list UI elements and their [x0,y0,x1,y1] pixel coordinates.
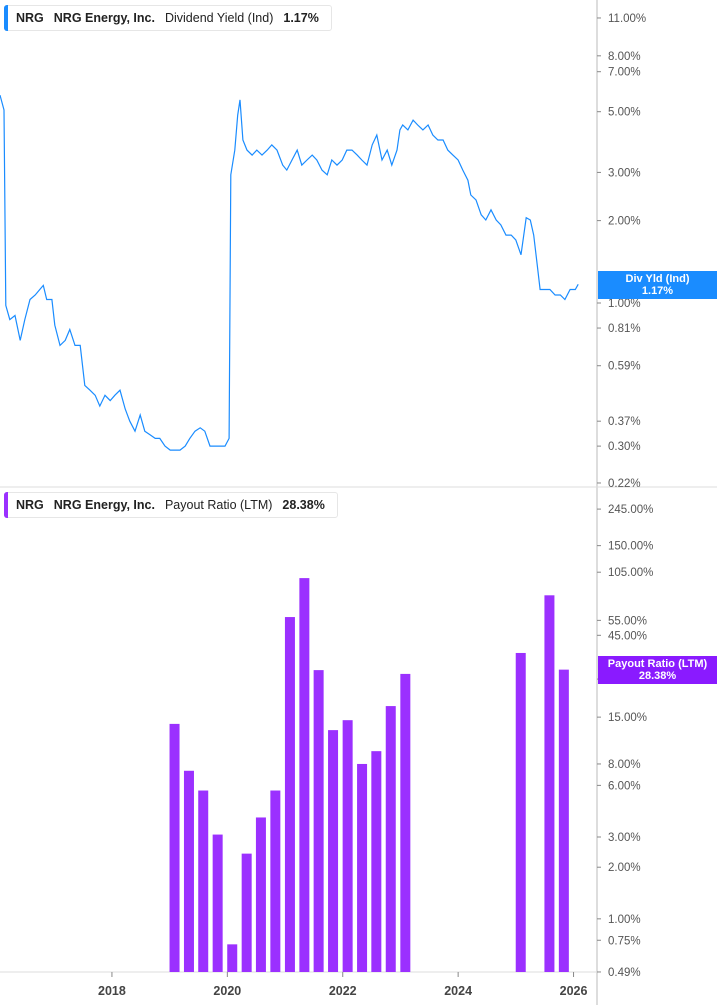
payout-bar [270,790,281,972]
payout-bar [198,790,209,972]
tag-label: Payout Ratio (LTM) [607,658,708,670]
y-tick-label: 1.00% [608,298,641,310]
company-name: NRG Energy, Inc. [53,498,155,512]
metric-value: 28.38% [282,498,325,512]
top-legend: NRG NRG Energy, Inc. Dividend Yield (Ind… [4,5,332,31]
current-payout-tag: Payout Ratio (LTM) 28.38% [598,656,717,684]
y-tick-label: 7.00% [608,67,641,79]
payout-bar [328,730,339,972]
y-tick-label: 0.22% [608,478,641,490]
y-tick-label: 105.00% [608,567,653,579]
tag-value: 28.38% [638,670,677,682]
y-tick-label: 6.00% [608,780,641,792]
y-tick-label: 2.00% [608,216,641,228]
payout-bar [385,706,396,972]
y-tick-label: 3.00% [608,832,641,844]
y-tick-label: 5.00% [608,107,641,119]
payout-bar [400,673,411,972]
y-tick-label: 0.30% [608,441,641,453]
payout-bar [169,723,180,972]
y-tick-label: 2.00% [608,862,641,874]
payout-bar [227,944,238,972]
y-tick-label: 45.00% [608,630,647,642]
y-tick-label: 0.49% [608,967,641,979]
payout-bar [284,617,295,972]
y-tick-label: 15.00% [608,712,647,724]
y-tick-label: 0.59% [608,361,641,373]
series-color-swatch [4,492,8,518]
y-tick-label: 0.81% [608,323,641,335]
series-color-swatch [4,5,8,31]
y-tick-label: 245.00% [608,504,653,516]
payout-bar [342,720,353,972]
y-tick-label: 150.00% [608,541,653,553]
dividend-yield-line [0,94,579,451]
payout-bar [515,652,526,972]
y-tick-label: 55.00% [608,615,647,627]
y-tick-label: 8.00% [608,759,641,771]
current-yield-tag: Div Yld (Ind) 1.17% [598,271,717,299]
payout-bar [313,670,324,972]
payout-bar [371,751,382,972]
y-tick-label: 3.00% [608,167,641,179]
metric-name: Dividend Yield (Ind) [164,11,274,25]
x-tick-label: 2022 [329,984,357,998]
payout-bar [255,817,266,972]
payout-bar [241,853,252,972]
y-tick-label: 0.75% [608,935,641,947]
tag-label: Div Yld (Ind) [625,273,690,285]
tag-value: 1.17% [641,285,674,297]
y-tick-label: 0.37% [608,416,641,428]
payout-bar [212,834,223,972]
x-tick-label: 2020 [213,984,241,998]
x-tick-label: 2018 [98,984,126,998]
payout-bar [544,595,555,972]
payout-bar [299,578,310,972]
y-tick-label: 8.00% [608,51,641,63]
metric-value: 1.17% [283,11,319,25]
ticker: NRG [16,498,44,512]
payout-bar [357,763,368,972]
ticker: NRG [16,11,44,25]
x-tick-label: 2026 [560,984,588,998]
payout-bar [558,669,569,972]
payout-bar [183,770,194,972]
metric-name: Payout Ratio (LTM) [164,498,273,512]
bottom-legend: NRG NRG Energy, Inc. Payout Ratio (LTM) … [4,492,338,518]
y-tick-label: 11.00% [608,13,646,25]
y-tick-label: 1.00% [608,914,641,926]
x-tick-label: 2024 [444,984,472,998]
company-name: NRG Energy, Inc. [53,11,155,25]
